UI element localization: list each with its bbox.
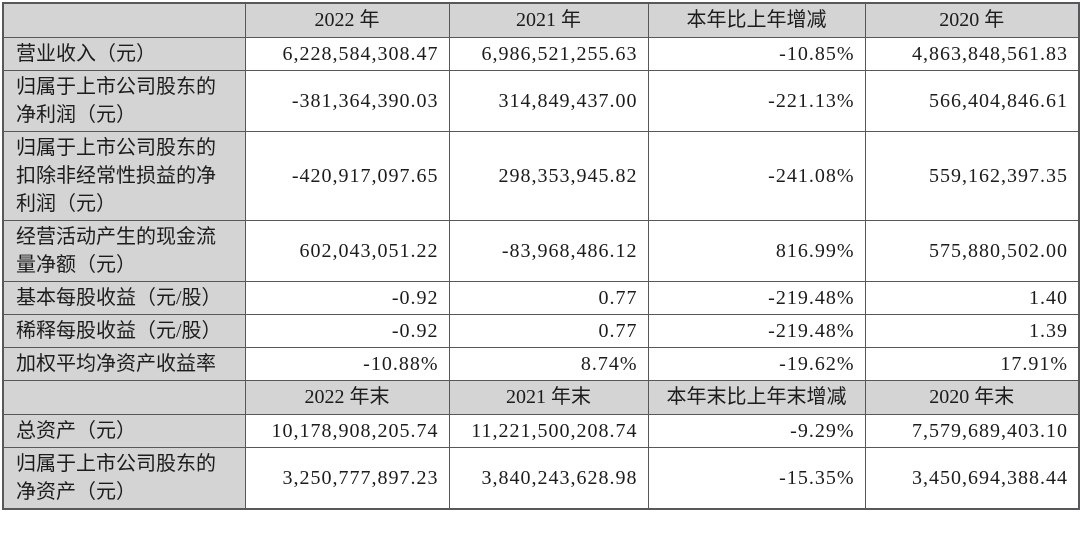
cell-value-2022: -10.88% bbox=[244, 347, 450, 381]
row-operating-revenue: 营业收入（元） 6,228,584,308.47 6,986,521,255.6… bbox=[2, 37, 1080, 71]
cell-value-2022: -0.92 bbox=[244, 281, 450, 315]
cell-value-2021: 298,353,945.82 bbox=[448, 131, 649, 221]
cell-value-2020: 566,404,846.61 bbox=[864, 70, 1080, 132]
row-diluted-eps: 稀释每股收益（元/股） -0.92 0.77 -219.48% 1.39 bbox=[2, 314, 1080, 348]
cell-value-change: -219.48% bbox=[647, 281, 866, 315]
cell-value-2020: 7,579,689,403.10 bbox=[864, 414, 1080, 448]
row-basic-eps: 基本每股收益（元/股） -0.92 0.77 -219.48% 1.40 bbox=[2, 281, 1080, 315]
column-header-year-end-change: 本年末比上年末增减 bbox=[647, 380, 866, 415]
cell-value-change: -221.13% bbox=[647, 70, 866, 132]
cell-value-2020: 3,450,694,388.44 bbox=[864, 447, 1080, 510]
cell-value-2022: 10,178,908,205.74 bbox=[244, 414, 450, 448]
row-label: 基本每股收益（元/股） bbox=[2, 281, 246, 315]
header-row-annual: 2022 年 2021 年 本年比上年增减 2020 年 bbox=[2, 2, 1080, 38]
cell-value-change: -15.35% bbox=[647, 447, 866, 510]
header-row-year-end: 2022 年末 2021 年末 本年末比上年末增减 2020 年末 bbox=[2, 380, 1080, 415]
row-label: 加权平均净资产收益率 bbox=[2, 347, 246, 381]
cell-value-2022: -0.92 bbox=[244, 314, 450, 348]
cell-value-2022: 3,250,777,897.23 bbox=[244, 447, 450, 510]
cell-value-2020: 575,880,502.00 bbox=[864, 220, 1080, 282]
cell-value-2021: -83,968,486.12 bbox=[448, 220, 649, 282]
financial-summary-table: 2022 年 2021 年 本年比上年增减 2020 年 营业收入（元） 6,2… bbox=[2, 2, 1080, 510]
cell-value-change: 816.99% bbox=[647, 220, 866, 282]
cell-value-change: -219.48% bbox=[647, 314, 866, 348]
row-label: 营业收入（元） bbox=[2, 37, 246, 71]
cell-value-2020: 1.39 bbox=[864, 314, 1080, 348]
row-label: 归属于上市公司股东的净利润（元） bbox=[2, 70, 246, 132]
header-blank-cell bbox=[2, 2, 246, 38]
row-label: 归属于上市公司股东的扣除非经常性损益的净利润（元） bbox=[2, 131, 246, 221]
cell-value-2020: 17.91% bbox=[864, 347, 1080, 381]
row-label: 归属于上市公司股东的净资产（元） bbox=[2, 447, 246, 510]
row-label: 稀释每股收益（元/股） bbox=[2, 314, 246, 348]
column-header-2022: 2022 年 bbox=[244, 2, 450, 38]
row-weighted-avg-roe: 加权平均净资产收益率 -10.88% 8.74% -19.62% 17.91% bbox=[2, 347, 1080, 381]
cell-value-2021: 3,840,243,628.98 bbox=[448, 447, 649, 510]
row-net-assets: 归属于上市公司股东的净资产（元） 3,250,777,897.23 3,840,… bbox=[2, 447, 1080, 510]
row-net-profit: 归属于上市公司股东的净利润（元） -381,364,390.03 314,849… bbox=[2, 70, 1080, 132]
row-total-assets: 总资产（元） 10,178,908,205.74 11,221,500,208.… bbox=[2, 414, 1080, 448]
column-header-yoy-change: 本年比上年增减 bbox=[647, 2, 866, 38]
row-net-profit-excl-nonrecurring: 归属于上市公司股东的扣除非经常性损益的净利润（元） -420,917,097.6… bbox=[2, 131, 1080, 221]
cell-value-2022: 6,228,584,308.47 bbox=[244, 37, 450, 71]
cell-value-change: -10.85% bbox=[647, 37, 866, 71]
cell-value-2021: 0.77 bbox=[448, 314, 649, 348]
column-header-2021: 2021 年 bbox=[448, 2, 649, 38]
column-header-2021-year-end: 2021 年末 bbox=[448, 380, 649, 415]
row-operating-cash-flow: 经营活动产生的现金流量净额（元） 602,043,051.22 -83,968,… bbox=[2, 220, 1080, 282]
cell-value-change: -241.08% bbox=[647, 131, 866, 221]
cell-value-2021: 6,986,521,255.63 bbox=[448, 37, 649, 71]
column-header-2020-year-end: 2020 年末 bbox=[864, 380, 1080, 415]
column-header-2020: 2020 年 bbox=[864, 2, 1080, 38]
column-header-2022-year-end: 2022 年末 bbox=[244, 380, 450, 415]
cell-value-2020: 559,162,397.35 bbox=[864, 131, 1080, 221]
cell-value-2020: 1.40 bbox=[864, 281, 1080, 315]
header-blank-cell bbox=[2, 380, 246, 415]
row-label: 总资产（元） bbox=[2, 414, 246, 448]
cell-value-2022: -420,917,097.65 bbox=[244, 131, 450, 221]
cell-value-change: -19.62% bbox=[647, 347, 866, 381]
cell-value-2022: 602,043,051.22 bbox=[244, 220, 450, 282]
cell-value-2021: 0.77 bbox=[448, 281, 649, 315]
row-label: 经营活动产生的现金流量净额（元） bbox=[2, 220, 246, 282]
cell-value-2022: -381,364,390.03 bbox=[244, 70, 450, 132]
cell-value-2021: 314,849,437.00 bbox=[448, 70, 649, 132]
cell-value-2020: 4,863,848,561.83 bbox=[864, 37, 1080, 71]
cell-value-2021: 11,221,500,208.74 bbox=[448, 414, 649, 448]
cell-value-2021: 8.74% bbox=[448, 347, 649, 381]
cell-value-change: -9.29% bbox=[647, 414, 866, 448]
